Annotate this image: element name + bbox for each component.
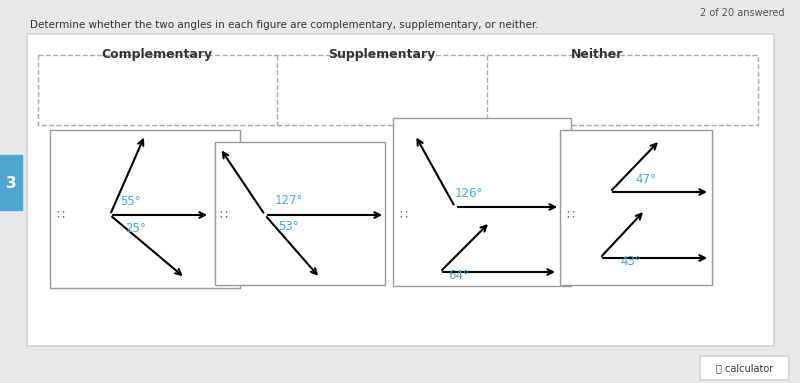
Text: Determine whether the two angles in each figure are complementary, supplementary: Determine whether the two angles in each…: [30, 20, 538, 30]
Bar: [393, 118, 571, 286]
Text: ∷: ∷: [56, 208, 64, 221]
Bar: [560, 130, 712, 285]
FancyBboxPatch shape: [27, 34, 774, 346]
Text: 55°: 55°: [120, 195, 141, 208]
Text: Supplementary: Supplementary: [328, 48, 436, 61]
Text: 3: 3: [6, 175, 16, 190]
Text: ∷: ∷: [219, 208, 227, 221]
Text: 🖩 calculator: 🖩 calculator: [716, 363, 773, 373]
FancyBboxPatch shape: [700, 356, 789, 380]
Text: 25°: 25°: [125, 222, 146, 235]
Text: 127°: 127°: [275, 194, 303, 207]
Text: 2 of 20 answered: 2 of 20 answered: [701, 8, 785, 18]
Text: ∷: ∷: [399, 208, 407, 221]
Bar: [725, 370, 780, 374]
Bar: [0, 155, 22, 210]
Bar: [38, 55, 758, 125]
Text: ∷: ∷: [566, 208, 574, 221]
Text: 47°: 47°: [635, 173, 656, 186]
Text: 126°: 126°: [455, 187, 483, 200]
Text: 53°: 53°: [278, 220, 298, 233]
Bar: [215, 142, 385, 285]
Text: 43°: 43°: [620, 255, 641, 268]
Bar: [50, 130, 240, 288]
Bar: [725, 370, 730, 374]
Text: Neither: Neither: [571, 48, 623, 61]
Text: Complementary: Complementary: [102, 48, 213, 61]
Text: 64°: 64°: [448, 269, 469, 282]
